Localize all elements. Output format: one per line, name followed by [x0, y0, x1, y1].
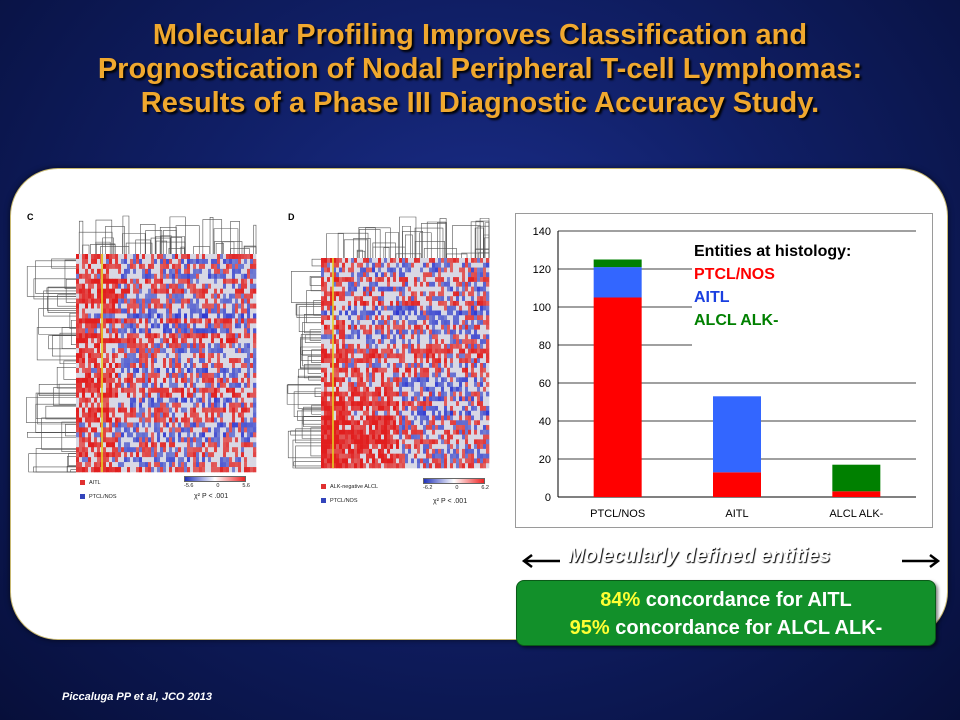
x-tick-label: AITL — [725, 508, 748, 520]
legend-entry-ptcl-nos: PTCL/NOS — [694, 266, 775, 283]
chart-legend: Entities at histology: PTCL/NOS AITL ALC… — [692, 240, 920, 352]
bar-segment — [832, 464, 881, 492]
bar-chart-svg: 0 20 40 60 80 100 120 140 PTCL/NOS AITL ALCL ALK- — [533, 226, 916, 520]
scale-min: -5.6 — [184, 483, 194, 489]
legend-swatch — [321, 484, 326, 490]
scale-min: -6.2 — [423, 485, 433, 491]
y-tick-label: 40 — [539, 416, 551, 428]
legend-entry-alcl-alk: ALCL ALK- — [694, 312, 779, 329]
scale-mid: 0 — [455, 485, 459, 491]
molecular-entities-label: Molecularly defined entities — [568, 545, 831, 567]
concordance-line-alcl: 95% concordance for ALCL ALK- — [517, 614, 935, 642]
bar-segment — [713, 472, 761, 497]
stacked-bar-chart: 0 20 40 60 80 100 120 140 PTCL/NOS AITL ALCL ALK- … — [515, 213, 933, 528]
bar-segment — [593, 259, 642, 268]
scale-mid: 0 — [216, 483, 220, 489]
heatmap-panel-c: C AITL PTCL/NOS -5.6 0 5.6 χ² P < .001 — [24, 208, 264, 514]
top-dendrogram — [326, 216, 490, 258]
concordance-box: 84% concordance for AITL 95% concordance… — [516, 580, 936, 646]
bar-segment — [832, 491, 881, 497]
top-dendrogram — [78, 215, 257, 254]
heatmap-legend-item: PTCL/NOS — [80, 494, 117, 500]
heatmap-p-value: χ² P < .001 — [194, 493, 229, 500]
legend-title: Entities at histology: — [694, 243, 852, 260]
left-arrow-icon — [521, 554, 560, 568]
legend-swatch — [321, 498, 326, 504]
heatmap-legend-item: PTCL/NOS — [321, 498, 358, 504]
y-tick-label: 140 — [533, 226, 551, 238]
title-line-3: Results of a Phase III Diagnostic Accura… — [140, 87, 820, 119]
right-arrow-icon — [902, 554, 941, 568]
concordance-pct: 84% — [600, 589, 641, 611]
scale-gradient — [423, 478, 485, 484]
heatmap-image — [286, 216, 490, 469]
heatmap-panel-d: D ALK-negative ALCL PTCL/NOS -6.2 0 6.2 … — [285, 208, 525, 514]
heatmap-cells — [321, 258, 490, 469]
heatmap-legend-item: AITL — [80, 480, 101, 486]
slide-title: Molecular Profiling Improves Classificat… — [40, 18, 920, 120]
y-tick-label: 100 — [533, 302, 551, 314]
concordance-text: concordance for AITL — [640, 589, 852, 611]
title-line-2: Prognostication of Nodal Peripheral T-ce… — [97, 53, 863, 85]
citation: Piccaluga PP et al, JCO 2013 — [62, 691, 213, 703]
heatmap-cells — [76, 254, 257, 473]
x-tick-label: PTCL/NOS — [590, 508, 645, 520]
y-tick-label: 20 — [539, 454, 551, 466]
heatmap-color-scale: -6.2 0 6.2 — [423, 478, 489, 491]
side-dendrogram — [286, 258, 321, 469]
legend-entry-aitl: AITL — [694, 289, 730, 306]
x-tick-label: ALCL ALK- — [829, 508, 883, 520]
y-tick-label: 60 — [539, 378, 551, 390]
title-line-1: Molecular Profiling Improves Classificat… — [152, 19, 808, 51]
bar-segment — [593, 267, 642, 298]
scale-gradient — [184, 476, 246, 482]
bar-segment — [593, 297, 642, 497]
bar-segment — [713, 396, 761, 473]
heatmap-image — [26, 215, 257, 473]
heatmap-p-value: χ² P < .001 — [433, 498, 468, 505]
legend-swatch — [80, 494, 85, 500]
heatmap-color-scale: -5.6 0 5.6 — [184, 476, 250, 489]
y-tick-label: 0 — [545, 492, 551, 504]
heatmap-legend-item: ALK-negative ALCL — [321, 484, 378, 490]
y-tick-label: 120 — [533, 264, 551, 276]
scale-max: 6.2 — [481, 485, 489, 491]
heatmap-letter: C — [27, 212, 34, 222]
concordance-line-aitl: 84% concordance for AITL — [517, 586, 935, 614]
concordance-text: concordance for ALCL ALK- — [609, 617, 883, 639]
side-dendrogram — [26, 258, 76, 473]
heatmap-letter: D — [288, 212, 295, 222]
y-tick-label: 80 — [539, 340, 551, 352]
concordance-pct: 95% — [569, 617, 610, 639]
scale-max: 5.6 — [242, 483, 250, 489]
legend-swatch — [80, 480, 85, 486]
